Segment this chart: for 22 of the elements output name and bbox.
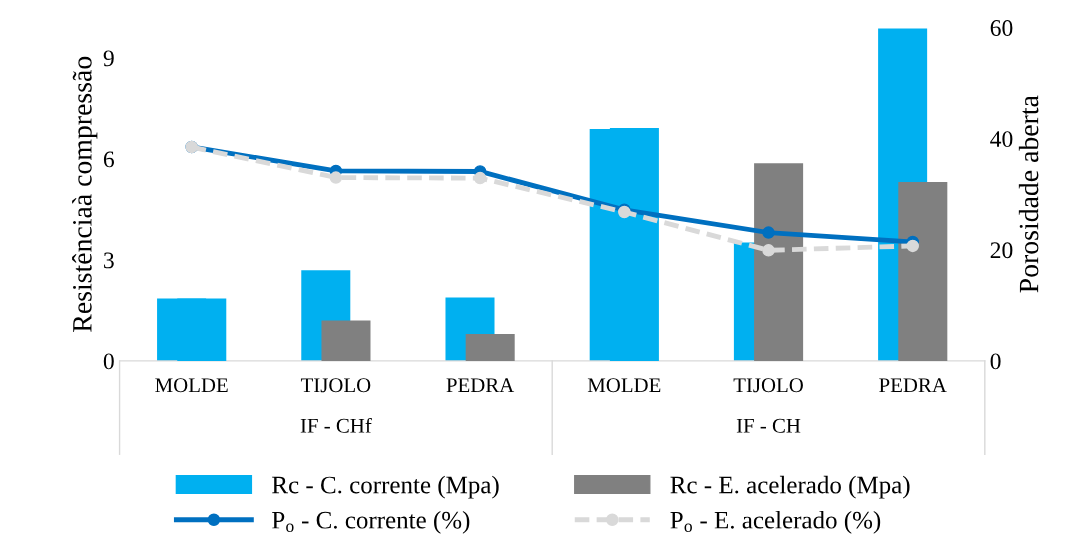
text: IF - CH <box>736 418 801 433</box>
y-tick-label: 9 <box>103 50 114 67</box>
y2-tick-label: 0 <box>990 353 1001 370</box>
legend-label: Rc - C. corrente (Mpa) <box>272 475 499 499</box>
y-tick-label: 0 <box>103 353 114 370</box>
x-tick-label: TIJOLO <box>300 378 371 393</box>
y2-tick-label: 20 <box>990 242 1013 259</box>
x-tick-label: PEDRA <box>446 378 515 393</box>
x-tick-label: MOLDE <box>155 378 228 393</box>
y-axis-title: Resistênciaà compressão <box>72 56 98 332</box>
legend-label: P$_{o}$ - C. corrente (%) <box>272 511 470 534</box>
y2-axis-title: Porosidade aberta <box>1018 95 1039 293</box>
y-tick-label: 6 <box>103 151 114 168</box>
legend-label: Rc - E. acelerado (Mpa) <box>670 475 910 499</box>
x-tick-label: MOLDE <box>587 378 661 393</box>
y2-tick-label: 60 <box>990 20 1013 36</box>
legend-label: P$_{o}$ - E. acelerado (%) <box>670 511 881 534</box>
y2-tick-label: 40 <box>990 131 1013 148</box>
x-tick-label: TIJOLO <box>733 378 803 393</box>
text: IF - CHf <box>300 417 372 433</box>
y-tick-label: 3 <box>104 252 114 269</box>
x-tick-label: PEDRA <box>879 378 947 393</box>
